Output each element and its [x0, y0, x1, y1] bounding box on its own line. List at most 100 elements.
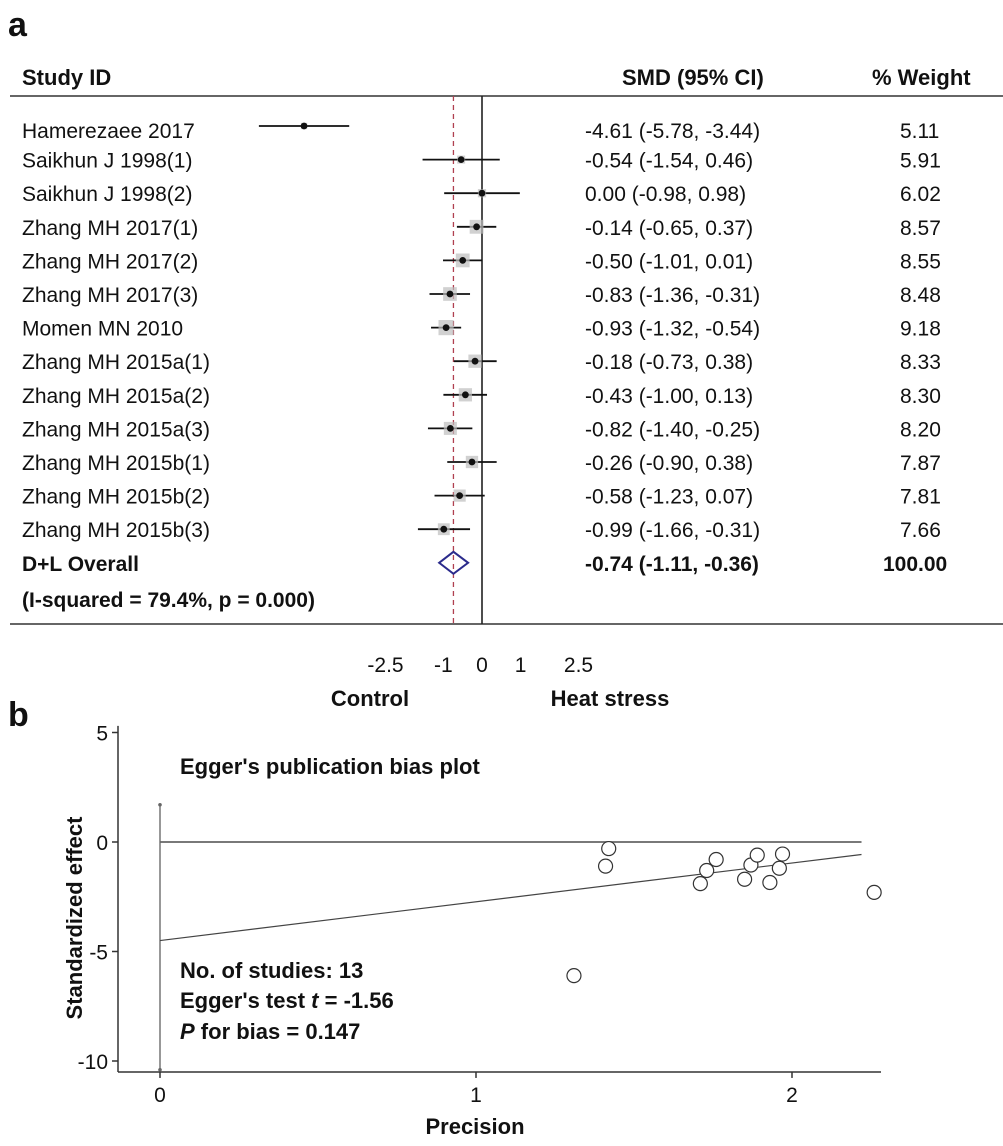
study-point-estimate — [468, 458, 476, 466]
n-studies-annotation: No. of studies: 13 — [180, 958, 363, 983]
heterogeneity-label: (I-squared = 79.4%, p = 0.000) — [22, 589, 315, 612]
study-smd-ci-text: -0.83 (-1.36, -0.31) — [585, 284, 760, 307]
study-point-estimate — [471, 357, 479, 365]
column-header-weight: % Weight — [872, 65, 971, 90]
study-smd-ci-text: -0.93 (-1.32, -0.54) — [585, 318, 760, 341]
study-point-estimate — [456, 492, 464, 499]
p-bias-annotation: P for bias = 0.147 — [180, 1019, 360, 1044]
overall-label: D+L Overall — [22, 553, 139, 576]
forest-x-tick-label: 2.5 — [564, 654, 593, 677]
study-point-estimate — [457, 156, 465, 164]
overall-smd-ci-text: -0.74 (-1.11, -0.36) — [585, 553, 759, 576]
study-label: Saikhun J 1998(1) — [22, 150, 192, 173]
egger-y-tick-label: 5 — [96, 723, 108, 746]
study-weight-text: 5.11 — [900, 120, 939, 143]
study-label: Zhang MH 2015b(3) — [22, 519, 210, 542]
study-label: Zhang MH 2017(3) — [22, 284, 198, 307]
study-weight-text: 8.48 — [900, 284, 941, 307]
forest-x-tick-label: 1 — [515, 654, 527, 677]
study-precision-point — [774, 846, 791, 862]
study-weight-text: 6.02 — [900, 183, 941, 206]
column-header-study: Study ID — [22, 65, 111, 90]
study-precision-point — [692, 876, 708, 892]
study-precision-point — [866, 884, 882, 900]
y-axis-title-standardized-effect: Standardized effect — [62, 816, 87, 1020]
study-weight-text: 9.18 — [900, 318, 941, 341]
study-label: Zhang MH 2015a(2) — [22, 385, 210, 408]
egger-plot-title: Egger's publication bias plot — [180, 754, 480, 779]
study-label: Zhang MH 2017(2) — [22, 250, 198, 273]
egger-test-value: = -1.56 — [319, 988, 394, 1013]
study-weight-text: 8.30 — [900, 385, 941, 408]
p-bias-rest: for bias = 0.147 — [195, 1019, 361, 1044]
overall-weight-text: 100.00 — [883, 553, 947, 576]
egger-y-tick-label: 0 — [96, 832, 108, 855]
study-point-estimate — [446, 425, 454, 432]
egger-y-tick-label: -10 — [78, 1051, 108, 1074]
study-label: Zhang MH 2015a(1) — [22, 351, 210, 374]
study-precision-point — [601, 840, 617, 857]
forest-plot-panel: a Study ID SMD (95% CI) % Weight Hamerez… — [8, 6, 1003, 711]
study-smd-ci-text: -4.61 (-5.78, -3.44) — [585, 120, 760, 143]
study-smd-ci-text: -0.54 (-1.54, 0.46) — [585, 150, 753, 173]
study-label: Zhang MH 2015a(3) — [22, 418, 210, 441]
study-precision-point — [566, 967, 582, 984]
egger-y-tick-label: -5 — [89, 942, 108, 965]
panel-label-b: b — [8, 696, 29, 734]
study-weight-text: 8.33 — [900, 351, 941, 374]
egger-points — [566, 840, 882, 984]
study-smd-ci-text: -0.99 (-1.66, -0.31) — [585, 519, 760, 542]
study-precision-point — [597, 858, 614, 874]
intercept-ci-upper-cap — [158, 802, 162, 807]
study-precision-point — [771, 860, 787, 876]
study-precision-point — [762, 874, 778, 891]
study-weight-text: 8.55 — [900, 250, 941, 273]
study-label: Saikhun J 1998(2) — [22, 183, 192, 206]
study-weight-text: 7.81 — [900, 486, 941, 509]
study-smd-ci-text: -0.50 (-1.01, 0.01) — [585, 250, 753, 273]
p-bias-italic: P — [180, 1019, 195, 1044]
column-header-smd: SMD (95% CI) — [622, 65, 764, 90]
study-smd-ci-text: -0.82 (-1.40, -0.25) — [585, 418, 760, 441]
study-precision-point — [708, 851, 724, 868]
egger-plot-panel: b Egger's publication bias plot 5 0 -5 -10 0… — [8, 696, 882, 1139]
study-label: Zhang MH 2015b(2) — [22, 486, 210, 509]
study-smd-ci-text: -0.43 (-1.00, 0.13) — [585, 385, 753, 408]
study-smd-ci-text: -0.58 (-1.23, 0.07) — [585, 486, 753, 509]
study-label: Zhang MH 2015b(1) — [22, 452, 210, 475]
intercept-ci-lower-cap — [158, 1067, 162, 1072]
egger-x-tick-label: 1 — [470, 1084, 482, 1107]
study-label: Hamerezaee 2017 — [22, 120, 195, 143]
favours-heat-stress-label: Heat stress — [551, 686, 670, 711]
forest-x-tick-label: -1 — [434, 654, 453, 677]
study-smd-ci-text: -0.18 (-0.73, 0.38) — [585, 351, 753, 374]
forest-x-axis: -2.5 -1 0 1 2.5 — [367, 654, 593, 677]
study-point-estimate — [473, 223, 480, 231]
panel-label-a: a — [8, 6, 28, 44]
study-weight-text: 7.87 — [900, 452, 941, 475]
study-weight-text: 8.57 — [900, 217, 941, 240]
study-point-estimate — [478, 189, 486, 197]
study-smd-ci-text: -0.14 (-0.65, 0.37) — [585, 217, 753, 240]
study-precision-point — [699, 862, 715, 879]
x-axis-title-precision: Precision — [425, 1114, 524, 1139]
study-smd-ci-text: 0.00 (-0.98, 0.98) — [585, 183, 746, 206]
study-weight-text: 8.20 — [900, 418, 941, 441]
overall-diamond — [437, 550, 470, 576]
favours-control-label: Control — [331, 686, 409, 711]
forest-x-tick-label: -2.5 — [367, 654, 403, 677]
forest-rows: Hamerezaee 2017 -4.61 (-5.78, -3.44) 5.11 S… — [22, 96, 947, 624]
egger-x-tick-label: 2 — [786, 1084, 798, 1107]
study-point-estimate — [300, 122, 308, 130]
study-precision-point — [736, 871, 753, 887]
study-point-estimate — [442, 324, 450, 331]
study-point-estimate — [440, 525, 448, 533]
egger-axes: 5 0 -5 -10 0 1 2 — [78, 723, 881, 1107]
egger-test-t: t — [311, 988, 320, 1013]
egger-x-tick-label: 0 — [154, 1084, 166, 1107]
study-point-estimate — [459, 257, 467, 264]
study-smd-ci-text: -0.26 (-0.90, 0.38) — [585, 452, 753, 475]
forest-x-tick-label: 0 — [476, 654, 488, 677]
study-label: Zhang MH 2017(1) — [22, 217, 198, 240]
